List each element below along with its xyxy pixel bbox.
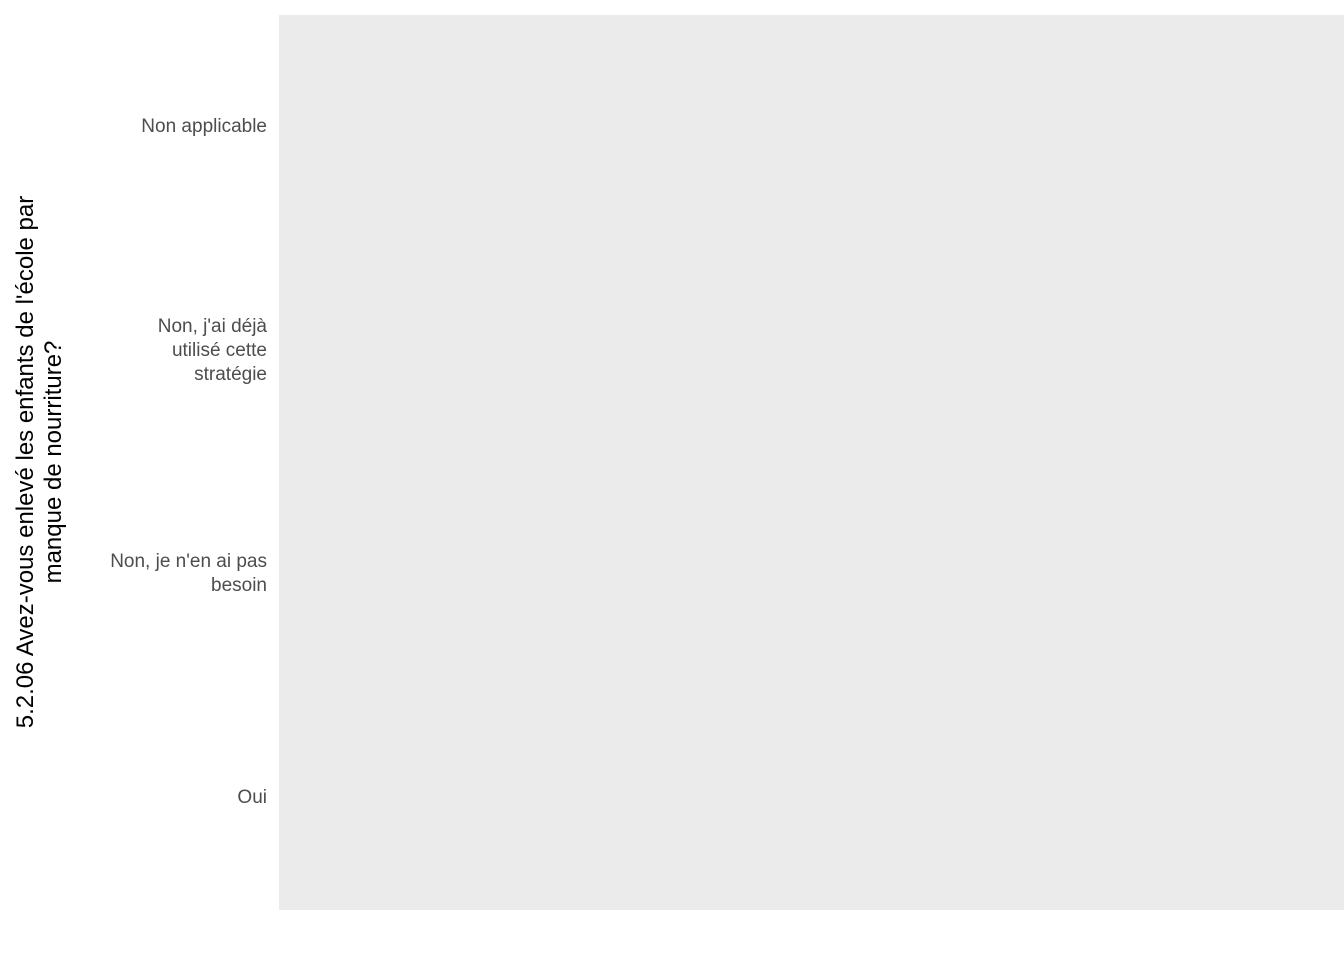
y-axis-title: 5.2.06 Avez-vous enlevé les enfants de l… [12, 195, 67, 729]
y-tick-label: Non, j'ai déjà utilisé cette stratégie [157, 315, 267, 385]
y-tick-label: Non applicable [141, 115, 267, 137]
y-tick-label: Oui [237, 787, 267, 809]
y-tick-label: Non, je n'en ai pas besoin [110, 551, 267, 597]
panel [279, 15, 1344, 910]
